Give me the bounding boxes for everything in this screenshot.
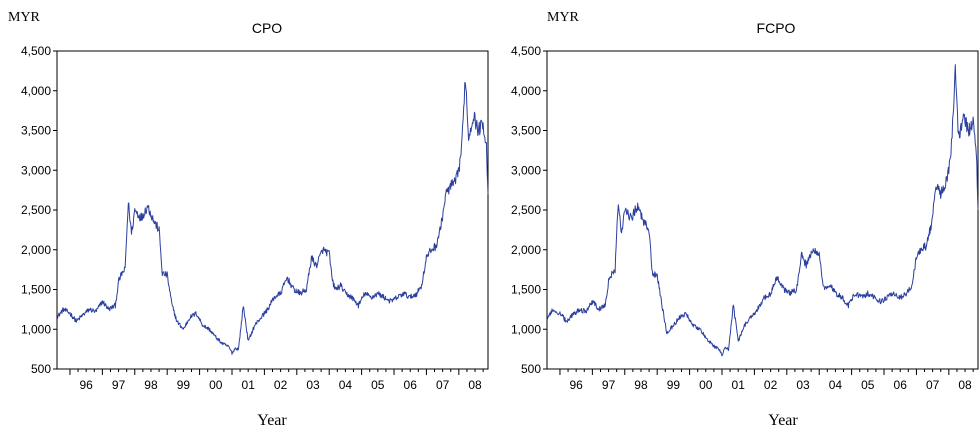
x-axis-label: Year: [768, 412, 798, 429]
chart-title: CPO: [251, 20, 283, 36]
y-tick-label: 1,500: [511, 283, 541, 297]
y-tick-label: 2,500: [21, 203, 51, 217]
x-tick-label: 00: [209, 378, 223, 392]
y-tick-label: 2,000: [21, 243, 51, 257]
y-tick-label: 4,500: [21, 44, 51, 58]
y-tick-label: 4,500: [511, 44, 541, 58]
x-tick-label: 07: [436, 378, 450, 392]
y-tick-label: 4,000: [21, 84, 51, 98]
y-tick-label: 3,500: [511, 124, 541, 138]
x-tick-label: 05: [861, 378, 875, 392]
price-series-line: [56, 82, 489, 355]
y-tick-label: 500: [31, 362, 51, 376]
y-axis-unit-label: MYR: [547, 10, 579, 25]
y-tick-label: 500: [521, 362, 541, 376]
x-tick-label: 97: [602, 378, 616, 392]
x-tick-label: 06: [894, 378, 908, 392]
y-tick-label: 1,500: [21, 283, 51, 297]
x-tick-label: 02: [274, 378, 288, 392]
chart-panel-fcpo: MYR FCPO 500 1,000 1,500 2,000 2,500 3,000 3,5…: [490, 0, 979, 436]
x-tick-label: 06: [404, 378, 418, 392]
y-tick-label: 1,000: [21, 322, 51, 336]
x-tick-label: 07: [926, 378, 940, 392]
x-tick-label: 04: [829, 378, 843, 392]
y-tick-label: 3,000: [511, 163, 541, 177]
y-tick-label: 3,000: [21, 163, 51, 177]
x-tick-label: 01: [732, 378, 746, 392]
x-tick-label: 96: [569, 378, 583, 392]
x-tick-label: 08: [958, 378, 972, 392]
x-tick-label: 98: [634, 378, 648, 392]
plot-area: 500 1,000 1,500 2,000 2,500 3,000 3,500 4,000 4,…: [511, 44, 979, 392]
x-tick-label: 03: [796, 378, 810, 392]
x-tick-label: 01: [242, 378, 256, 392]
plot-frame: [56, 50, 489, 370]
x-tick-label: 97: [112, 378, 126, 392]
x-tick-label: 05: [371, 378, 385, 392]
x-tick-label: 03: [306, 378, 320, 392]
x-tick-label: 04: [339, 378, 353, 392]
y-tick-label: 2,500: [511, 203, 541, 217]
x-axis-label: Year: [257, 412, 287, 429]
chart-panel-cpo: MYR CPO 500 1,000 1,500 2,000 2,500 3,000 3,50…: [8, 10, 489, 429]
price-series-line: [546, 64, 979, 357]
x-tick-label: 99: [177, 378, 191, 392]
x-tick-label: 02: [764, 378, 778, 392]
y-tick-label: 4,000: [511, 84, 541, 98]
x-tick-label: 99: [667, 378, 681, 392]
y-tick-label: 3,500: [21, 124, 51, 138]
chart-title: FCPO: [756, 20, 796, 36]
x-tick-label: 00: [699, 378, 713, 392]
plot-frame: [546, 50, 979, 370]
y-tick-label: 2,000: [511, 243, 541, 257]
x-tick-label: 08: [468, 378, 482, 392]
plot-area: 500 1,000 1,500 2,000 2,500 3,000 3,500 4,000 4,…: [21, 44, 489, 392]
y-tick-label: 1,000: [511, 322, 541, 336]
x-tick-label: 96: [79, 378, 93, 392]
y-axis-unit-label: MYR: [8, 10, 40, 25]
x-tick-label: 98: [144, 378, 158, 392]
